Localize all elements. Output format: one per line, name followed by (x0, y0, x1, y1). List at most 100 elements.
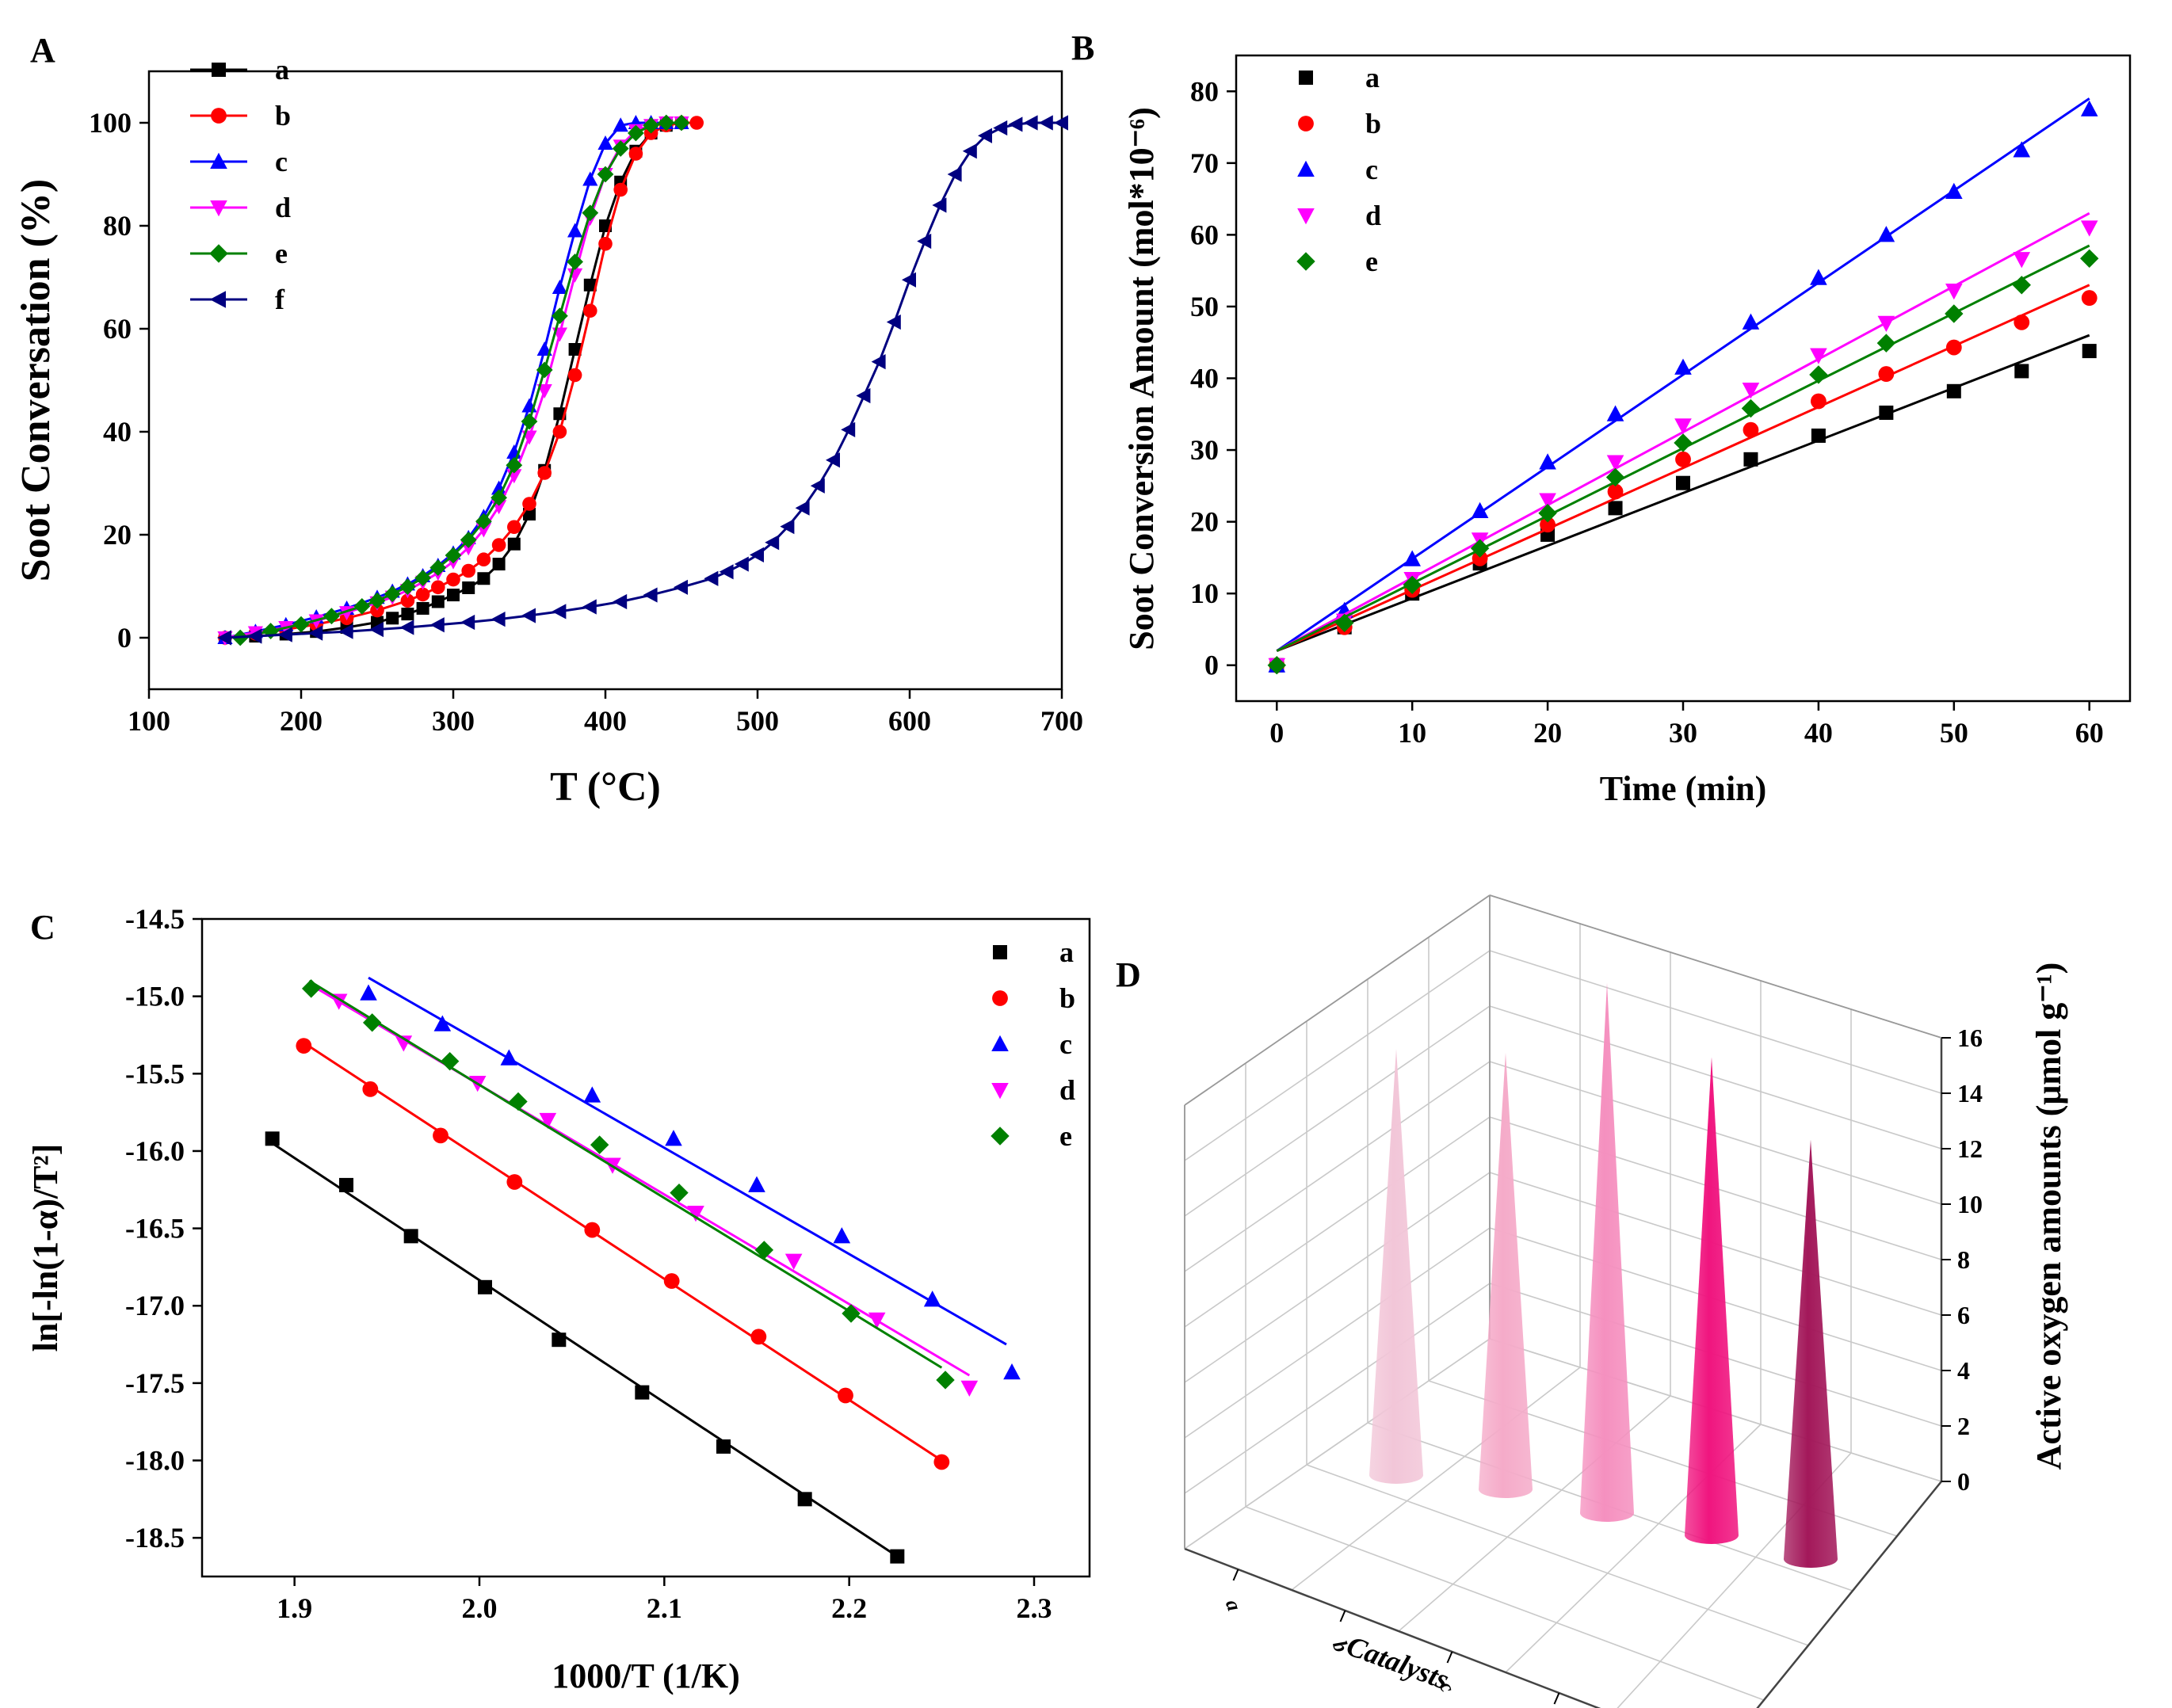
x-tick (1446, 1651, 1453, 1664)
data-point (993, 120, 1008, 136)
data-point (1008, 116, 1023, 132)
panel-d: D 0 2 4 6 8 10 12 14 16 Active oxygen amounts (μmo… (1116, 894, 2068, 1708)
data-point (506, 456, 523, 474)
legend-label: c (1365, 154, 1378, 185)
data-point (462, 581, 475, 594)
data-point (754, 1241, 774, 1260)
data-point (947, 166, 962, 182)
x-axis-label: T (°C) (550, 764, 661, 810)
x-tick-label: 200 (280, 705, 323, 737)
data-point (1876, 334, 1896, 353)
legend-label: a (275, 54, 289, 86)
legend-entry-d: d (991, 1074, 1075, 1106)
legend-entry-a: a (993, 936, 1074, 968)
series-b (296, 1038, 950, 1470)
grid-line (1306, 1464, 1809, 1646)
x-tick-label: 1.9 (277, 1592, 312, 1624)
z-tick-label: 16 (1957, 1024, 1983, 1052)
grid-line (1184, 1338, 1491, 1550)
data-point (628, 124, 644, 142)
data-point (522, 497, 536, 511)
data-point (539, 1112, 557, 1130)
data-point (445, 547, 462, 564)
series-d (308, 982, 979, 1397)
data-point (429, 617, 445, 633)
data-point (552, 307, 568, 325)
y-tick-label: -15.5 (125, 1058, 185, 1089)
data-point (1810, 269, 1827, 285)
data-point (833, 1227, 851, 1244)
x-tick-label: a (1221, 1596, 1246, 1614)
panel-label: D (1116, 955, 1141, 994)
data-point (447, 589, 460, 602)
x-tick-label: 100 (128, 705, 170, 737)
data-point (960, 1380, 979, 1397)
legend-entry-a: a (190, 54, 289, 86)
data-point (2080, 220, 2098, 237)
data-point (1472, 550, 1488, 566)
legend-entry-b: b (992, 982, 1075, 1014)
data-point (507, 537, 521, 551)
legend-label: a (1059, 936, 1074, 968)
data-point (403, 1229, 418, 1244)
y-tick-label: 20 (1190, 506, 1219, 538)
fit-line (1276, 97, 2090, 652)
data-point (689, 116, 704, 130)
data-point (1811, 428, 1826, 443)
y-tick-label: -18.5 (125, 1522, 185, 1554)
series-c (1268, 97, 2098, 673)
legend-label: e (275, 238, 288, 269)
data-point (597, 135, 613, 150)
cone-bar (1479, 1052, 1533, 1498)
x-axis-label: Catalysts (1342, 1630, 1453, 1695)
fit-line (1276, 334, 2090, 653)
data-point (748, 1176, 765, 1192)
grid-line (1184, 1227, 1491, 1439)
data-point (401, 608, 414, 621)
legend-entry-c: c (190, 146, 288, 177)
data-point (1945, 182, 1963, 200)
data-point (523, 508, 536, 520)
y-tick-label: 70 (1190, 147, 1219, 179)
data-point (521, 608, 536, 623)
data-point (582, 204, 599, 222)
data-point (933, 1454, 950, 1470)
grid-line (1184, 1005, 1491, 1217)
data-point (658, 114, 675, 132)
data-point (1879, 405, 1894, 420)
legend-entry-b: b (190, 100, 291, 132)
data-point (339, 1177, 353, 1192)
data-point (583, 303, 597, 318)
legend-label: d (275, 192, 291, 223)
data-point (1335, 613, 1354, 632)
data-point (826, 452, 840, 468)
grid-line (1184, 1283, 1491, 1494)
data-point (1054, 115, 1068, 131)
data-point (475, 513, 492, 530)
fit-line (368, 976, 1007, 1346)
data-point (1540, 517, 1556, 533)
data-point (265, 1131, 280, 1146)
data-point (416, 601, 429, 615)
legend-label: c (1059, 1028, 1072, 1060)
legend-marker (1296, 252, 1315, 271)
legend-label: b (275, 100, 291, 132)
y-tick-label: -18.0 (125, 1445, 185, 1477)
y-tick-label: 80 (1190, 75, 1219, 107)
series-e (1267, 244, 2099, 675)
data-point (734, 556, 749, 572)
z-tick-label: 2 (1957, 1412, 1970, 1440)
data-point (552, 280, 567, 294)
legend-entry-b: b (1298, 108, 1381, 139)
y-axis-label: Soot Conversion Amount (mol*10⁻⁶) (1122, 107, 1161, 650)
x-tick-label: 2.2 (831, 1592, 867, 1624)
data-point (2082, 344, 2097, 359)
data-point (1811, 393, 1827, 410)
z-tick-label: 4 (1957, 1356, 1970, 1385)
data-point (500, 1049, 518, 1066)
series-f (217, 115, 1068, 646)
legend-label: f (275, 284, 285, 315)
data-point (368, 592, 386, 609)
data-point (2012, 276, 2031, 295)
bar-e (1784, 1139, 1838, 1568)
